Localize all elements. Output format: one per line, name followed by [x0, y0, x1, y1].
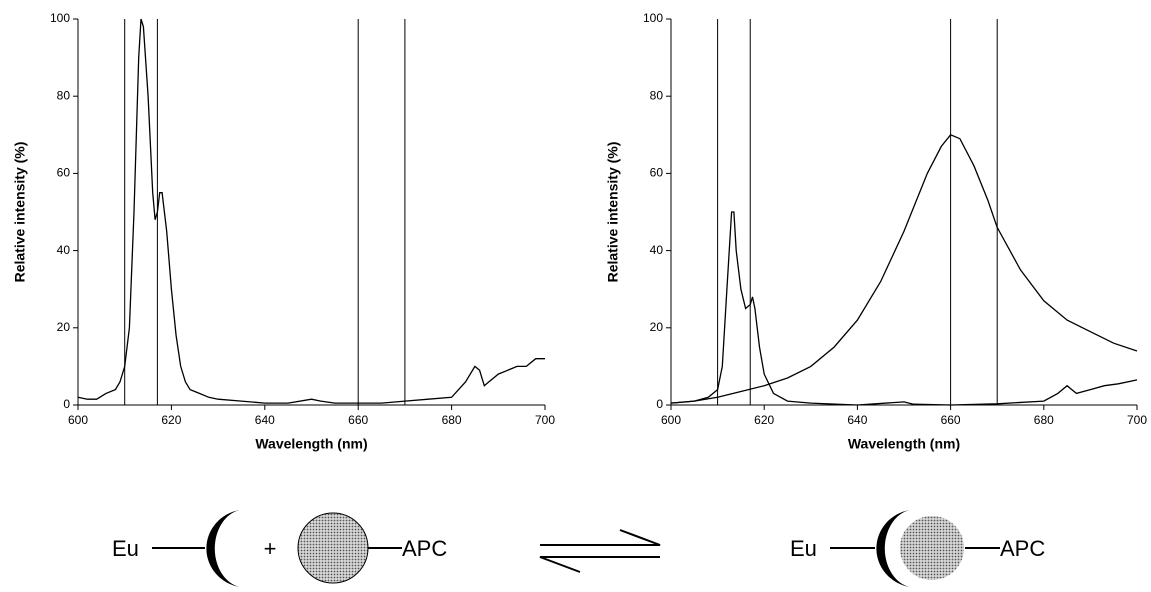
- x-axis-label: Wavelength (nm): [848, 436, 960, 452]
- y-axis-label: Relative intensity (%): [605, 142, 621, 283]
- x-tick-label: 680: [442, 413, 462, 427]
- axes: [670, 19, 1137, 406]
- x-tick-label: 680: [1034, 413, 1054, 427]
- y-tick-label: 100: [50, 11, 70, 25]
- spectrum-line: [670, 211, 1138, 406]
- x-tick-label: 640: [255, 413, 275, 427]
- y-tick-label: 40: [57, 243, 71, 257]
- x-tick-label: 600: [68, 413, 88, 427]
- crescent: [876, 510, 910, 587]
- spectrum-line: [77, 18, 545, 404]
- y-tick-label: 20: [57, 320, 71, 334]
- arrow-forward: [540, 529, 661, 546]
- axes: [77, 19, 545, 406]
- diagram: Eu + APC Eu APC: [112, 510, 1045, 587]
- x-tick-label: 660: [348, 413, 368, 427]
- y-tick-label: 0: [656, 397, 663, 411]
- y-tick-label: 40: [650, 243, 664, 257]
- y-tick-label: 80: [57, 88, 71, 102]
- x-tick-label: 620: [754, 413, 774, 427]
- arrow-back: [539, 556, 660, 573]
- x-tick-label: 660: [941, 413, 961, 427]
- acceptor-label: APC: [402, 536, 447, 561]
- apc-circle: [297, 512, 369, 584]
- crescent: [206, 510, 240, 587]
- x-tick-label: 700: [535, 413, 555, 427]
- y-axis-label: Relative intensity (%): [12, 142, 28, 283]
- acceptor-label: APC: [1000, 536, 1045, 561]
- x-tick-label: 640: [847, 413, 867, 427]
- spectrum-line: [670, 134, 1138, 404]
- plus: +: [264, 536, 277, 561]
- apc-circle: [898, 514, 966, 582]
- donor-label: Eu: [112, 536, 139, 561]
- y-tick-label: 60: [650, 166, 664, 180]
- y-tick-label: 80: [650, 88, 664, 102]
- donor-label: Eu: [790, 536, 817, 561]
- x-tick-label: 600: [661, 413, 681, 427]
- x-tick-label: 620: [161, 413, 181, 427]
- y-tick-label: 20: [650, 320, 664, 334]
- y-tick-label: 60: [57, 166, 71, 180]
- x-tick-label: 700: [1127, 413, 1147, 427]
- x-axis-label: Wavelength (nm): [255, 436, 367, 452]
- y-tick-label: 0: [63, 397, 70, 411]
- y-tick-label: 100: [643, 11, 663, 25]
